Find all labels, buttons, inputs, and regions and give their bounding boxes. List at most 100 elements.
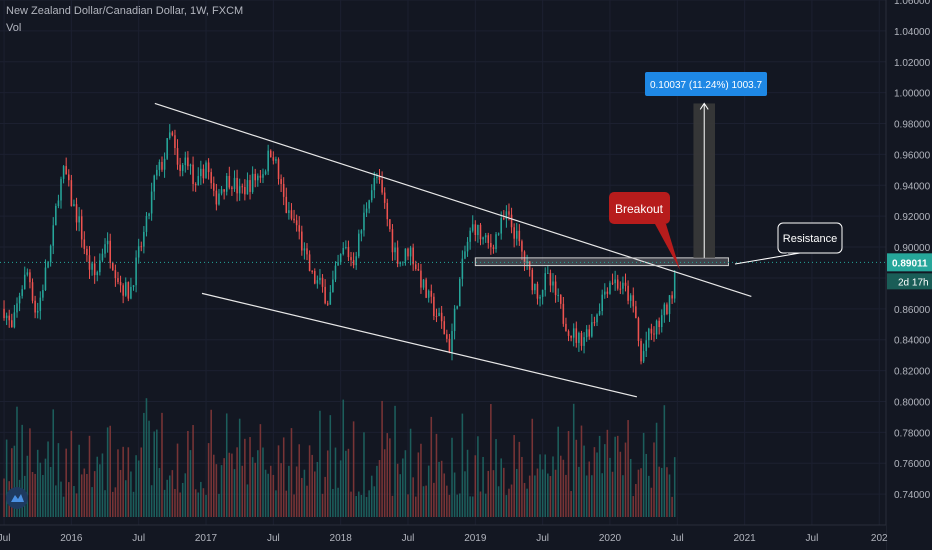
volume-bar	[135, 455, 137, 517]
tradingview-logo-icon[interactable]	[6, 487, 28, 509]
candle-body	[616, 279, 619, 289]
volume-bar	[31, 472, 34, 517]
candle-body	[202, 168, 205, 179]
candle-body	[78, 216, 80, 223]
volume-bar	[187, 430, 189, 517]
candle-body	[277, 159, 280, 180]
candle-body	[91, 263, 93, 270]
measure-label-box	[645, 72, 767, 96]
candle-body	[29, 272, 31, 283]
volume-bar	[285, 490, 288, 517]
breakout-label: Breakout	[615, 202, 664, 216]
candle-body	[536, 283, 539, 299]
volume-bar	[21, 424, 23, 517]
candle-body	[593, 322, 596, 324]
candle-body	[386, 202, 389, 220]
volume-bar	[156, 429, 158, 517]
candle-body	[557, 294, 559, 296]
candle-body	[503, 218, 505, 220]
volume-bar	[210, 409, 212, 517]
price-tick-label: 1.02000	[894, 58, 931, 69]
candle-body	[293, 218, 295, 221]
candle-body	[127, 282, 130, 299]
candle-body	[611, 282, 614, 284]
candle-body	[13, 312, 16, 328]
candle-body	[596, 314, 598, 323]
candle-body	[350, 257, 352, 261]
volume-bar	[430, 416, 433, 517]
volume-bar	[109, 425, 111, 517]
candle-body	[238, 186, 241, 194]
volume-bar	[497, 486, 500, 517]
volume-bar	[609, 457, 611, 517]
candle-body	[526, 261, 528, 264]
candle-body	[36, 310, 39, 313]
measure-arrowhead	[699, 102, 709, 110]
volume-bar	[606, 429, 609, 517]
candle-body	[469, 230, 471, 242]
volume-bar	[409, 428, 412, 517]
volume-bar	[207, 443, 210, 517]
volume-bar	[619, 451, 622, 517]
countdown-badge	[887, 273, 932, 290]
logo-glyph	[11, 494, 24, 502]
volume-bar	[290, 428, 293, 517]
volume-bar	[218, 493, 220, 517]
candle-body	[236, 177, 238, 194]
time-tick-label: 202	[871, 533, 888, 544]
volume-bar	[544, 454, 547, 517]
candle-body	[31, 282, 34, 301]
candle-body	[99, 260, 101, 273]
candle-body	[23, 274, 26, 290]
volume-bar	[565, 474, 567, 517]
candle-body	[215, 190, 218, 205]
candle-body	[8, 315, 10, 321]
volume-bar	[658, 466, 660, 517]
candle-body	[313, 271, 316, 284]
candle-body	[409, 247, 412, 257]
candle-body	[578, 333, 580, 343]
volume-bar	[671, 496, 673, 517]
volume-bar	[137, 460, 140, 517]
volume-indicator-label[interactable]: Vol	[6, 22, 22, 34]
candle-body	[280, 179, 282, 184]
volume-bar	[16, 406, 18, 517]
candle-body	[622, 282, 624, 289]
volume-bar	[119, 469, 122, 517]
volume-bar	[479, 491, 482, 517]
time-tick-label: Jul	[0, 533, 10, 544]
volume-bar	[622, 475, 624, 517]
candle-body	[228, 175, 231, 188]
volume-bar	[337, 487, 339, 517]
candle-body	[62, 166, 65, 179]
volume-bar	[83, 468, 86, 517]
volume-bar	[192, 425, 194, 517]
volume-bar	[629, 458, 632, 517]
candle-body	[158, 161, 161, 170]
candle-body	[417, 269, 420, 271]
candle-body	[101, 253, 104, 261]
price-axis[interactable]: 0.74000 0.76000 0.78000 0.80000 0.82000 0.840…	[885, 0, 932, 550]
candle-body	[598, 311, 601, 315]
volume-bar	[140, 447, 143, 517]
candle-body	[112, 262, 114, 271]
volume-bar	[648, 475, 650, 517]
candle-body	[363, 212, 365, 231]
candle-body	[448, 338, 451, 353]
price-tick-label: 1.06000	[894, 0, 931, 7]
candle-body	[298, 225, 301, 232]
volume-bar	[541, 469, 544, 517]
volume-bar	[86, 473, 88, 517]
candle-body	[311, 270, 313, 272]
symbol-title[interactable]: New Zealand Dollar/Canadian Dollar, 1W, …	[6, 5, 244, 17]
candle-body	[246, 180, 249, 195]
annotations: 0.10037 (11.24%) 1003.7 Breakout Resistanc…	[609, 72, 843, 270]
candle-body	[326, 303, 329, 305]
candle-body	[39, 297, 42, 311]
volume-bar	[161, 412, 163, 517]
candle-body	[541, 289, 544, 297]
candle-body	[104, 244, 106, 254]
volume-bar	[93, 471, 96, 517]
time-axis[interactable]: Jul 2016 Jul 2017 Jul 2018 Jul 2019 Jul 2020 Jul 20…	[0, 524, 888, 550]
volume-bar	[350, 491, 352, 517]
